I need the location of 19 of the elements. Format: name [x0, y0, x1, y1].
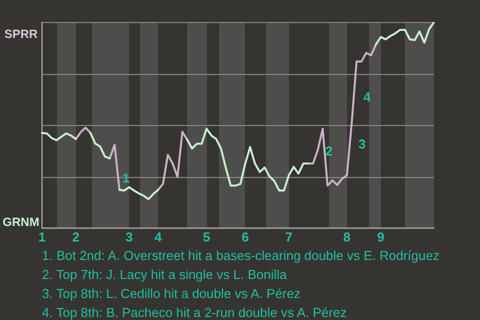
text: 4. Top 8th: B. Pacheco hit a 2-run double vs A. Pérez	[42, 304, 348, 320]
x-tick-label: 2	[72, 229, 80, 244]
text: SPRR	[4, 27, 38, 41]
annotation: 3	[358, 136, 366, 152]
x-tick-label: 8	[343, 229, 351, 244]
x-tick-label: 9	[377, 229, 384, 244]
x-tick-label: 6	[242, 229, 249, 244]
text: GRNM	[2, 215, 40, 229]
annotation: 2	[325, 144, 333, 158]
text: 3. Top 8th: L. Cedillo hit a double vs A. Pérez	[42, 285, 302, 303]
x-tick-label: 5	[202, 229, 210, 244]
x-tick-label: 7	[285, 229, 292, 244]
x-tick-label: 1	[38, 229, 46, 244]
x-tick-label: 4	[154, 229, 163, 244]
text: 2. Top 7th: J. Lacy hit a single vs L. Bonilla	[42, 266, 288, 284]
annotation: 1	[122, 170, 130, 186]
x-tick-label: 3	[125, 229, 133, 244]
annotation: 4	[363, 90, 371, 104]
text: 1. Bot 2nd: A. Overstreet hit a bases-clearing double vs E. Rodríguez	[42, 247, 440, 265]
